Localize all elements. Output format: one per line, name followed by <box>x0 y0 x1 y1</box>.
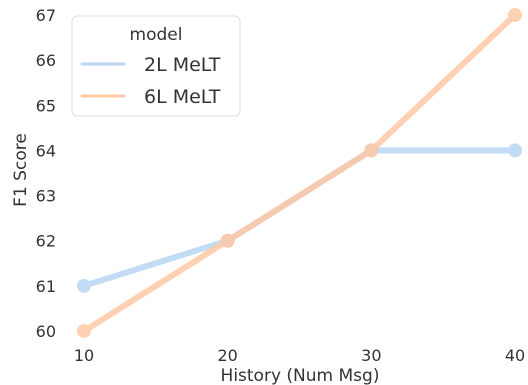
legend: model 2L MeLT 6L MeLT <box>71 15 241 117</box>
x-tick-label: 10 <box>74 346 94 365</box>
series-6l-melt <box>77 8 522 338</box>
y-tick-label: 67 <box>36 6 56 25</box>
data-point-6l-melt <box>508 8 522 23</box>
legend-title: model <box>130 25 183 45</box>
x-tick-label: 40 <box>505 346 525 365</box>
y-tick-label: 63 <box>36 187 56 206</box>
tick-layer: 60 61 62 63 64 65 66 67 10 20 30 40 <box>36 6 526 365</box>
legend-box <box>71 15 241 117</box>
data-point-2l-melt <box>508 143 522 158</box>
series-line-2l-melt <box>81 147 518 289</box>
x-tick-label: 30 <box>361 346 381 365</box>
y-tick-label: 66 <box>36 51 56 70</box>
legend-entry-6l-melt: 6L MeLT <box>144 86 221 108</box>
x-tick-label: 20 <box>217 346 237 365</box>
legend-entry-2l-melt: 2L MeLT <box>144 54 221 76</box>
y-tick-label: 64 <box>36 141 56 160</box>
series-2l-melt <box>77 143 522 293</box>
data-point-2l-melt <box>77 278 91 293</box>
data-point-6l-melt <box>77 323 91 338</box>
data-point-6l-melt <box>220 233 235 248</box>
y-tick-label: 60 <box>36 322 56 341</box>
y-tick-label: 61 <box>36 277 56 296</box>
x-axis-label: History (Num Msg) <box>221 366 380 385</box>
series-layer <box>77 8 522 338</box>
series-line-6l-melt <box>81 12 518 334</box>
y-axis-label: F1 Score <box>11 133 31 207</box>
data-point-6l-melt <box>364 143 379 158</box>
y-tick-label: 65 <box>36 96 56 115</box>
y-tick-label: 62 <box>36 232 56 251</box>
